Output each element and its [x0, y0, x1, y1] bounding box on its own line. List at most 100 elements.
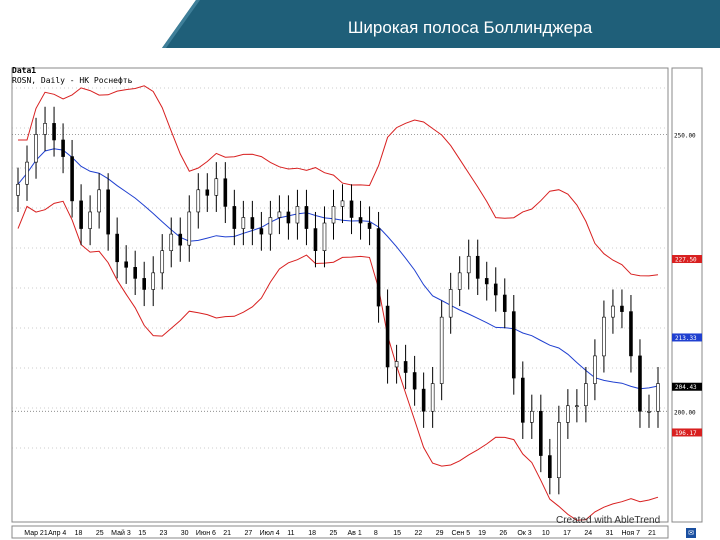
x-tick-label: 11: [287, 530, 294, 537]
price-tag-label: 213.33: [675, 335, 697, 342]
lower-band-line: [17, 200, 659, 521]
candle-body: [97, 189, 101, 213]
middle-band-line: [17, 148, 659, 390]
candle-body: [142, 278, 146, 290]
x-tick-label: 21: [223, 530, 231, 537]
x-tick-label: 18: [75, 530, 83, 537]
candle-body: [629, 311, 633, 357]
candle-body: [268, 217, 273, 235]
candle-body: [43, 123, 47, 135]
x-tick-label: Мар 21: [24, 530, 48, 537]
candle-body: [16, 183, 20, 196]
candle-body: [647, 410, 651, 413]
candle-body: [88, 211, 92, 229]
candle-body: [656, 383, 660, 412]
candle-body: [394, 361, 399, 368]
price-tag: [672, 333, 702, 342]
x-tick-label: 18: [308, 530, 316, 537]
x-tick-label: Сен 5: [451, 530, 470, 537]
candle-body: [340, 200, 345, 207]
candle-body: [304, 206, 309, 229]
candle-body: [611, 305, 615, 318]
candle-body: [79, 200, 83, 229]
price-tag-label: 204.43: [675, 384, 697, 391]
x-tick-label: 21: [648, 530, 656, 537]
x-tick-label: 17: [563, 530, 571, 537]
title-banner: [0, 0, 720, 48]
x-tick-label: 23: [160, 530, 168, 537]
x-tick-label: Апр 4: [48, 530, 66, 537]
candle-body: [520, 377, 525, 423]
candle-body: [178, 233, 183, 246]
x-tick-label: 15: [393, 530, 401, 537]
candle-body: [70, 156, 74, 202]
candle-body: [187, 211, 192, 246]
x-tick-label: 27: [245, 530, 253, 537]
banner-title: Широкая полоса Боллинджера: [347, 18, 593, 37]
candle-body: [61, 139, 65, 157]
candle-body: [349, 200, 354, 218]
candle-body: [232, 206, 237, 229]
x-tick-label: Ок 3: [517, 530, 531, 537]
x-tick-label: 26: [499, 530, 507, 537]
x-tick-label: 25: [329, 530, 337, 537]
candle-body: [557, 422, 561, 479]
x-tick-label: Ав 1: [348, 530, 362, 537]
candle-body: [575, 405, 579, 408]
credit-label: Created with AbleTrend: [556, 515, 661, 526]
x-tick-label: 8: [374, 530, 378, 537]
candle-body: [160, 250, 165, 274]
candle-body: [484, 278, 489, 285]
price-tag-label: 227.50: [675, 257, 697, 264]
x-tick-label: Ноя 7: [621, 530, 640, 537]
candle-body: [322, 222, 327, 252]
candle-body: [539, 410, 543, 456]
candle-body: [331, 206, 336, 224]
candle-body: [421, 388, 426, 412]
candle-body: [385, 305, 390, 368]
price-axis: [671, 67, 703, 523]
symbol-label: ROSN, Daily - НК Роснефть: [12, 76, 133, 85]
candle-body: [313, 228, 318, 252]
candle-body: [277, 211, 282, 218]
candle-body: [530, 410, 534, 423]
price-tag: [672, 428, 702, 437]
x-tick-label: Июн 6: [196, 530, 216, 537]
candle-body: [511, 311, 516, 379]
upper-band-line: [18, 85, 659, 277]
candle-body: [566, 405, 570, 423]
candle-body: [250, 217, 255, 229]
candle-body: [169, 233, 174, 252]
candle-body: [295, 206, 300, 224]
bollinger-chart: 250.00 200.00 227.50 213.33 204.43 196.17 Мар …: [11, 67, 703, 539]
candle-body: [259, 228, 264, 235]
y-tick-label: 250.00: [674, 132, 696, 139]
candle-body: [466, 255, 471, 274]
app-corner-icon[interactable]: ✉: [686, 528, 696, 538]
plot-area: [11, 67, 669, 523]
candle-body: [493, 283, 498, 296]
candle-body: [214, 178, 219, 196]
candle-body: [584, 383, 588, 407]
x-tick-label: Июл 4: [260, 530, 280, 537]
price-tag: [672, 255, 702, 264]
x-tick-label: 19: [478, 530, 486, 537]
panel-label: Data1: [12, 66, 37, 75]
candle-body: [548, 455, 552, 479]
x-tick-label: 24: [584, 530, 592, 537]
candle-body: [223, 178, 228, 207]
x-tick-label: 25: [96, 530, 104, 537]
x-tick-label: 31: [606, 530, 614, 537]
candle-body: [124, 261, 128, 268]
x-tick-label: 22: [414, 530, 422, 537]
candle-body: [412, 372, 417, 390]
candle-body: [205, 189, 210, 196]
x-tick-label: 29: [436, 530, 444, 537]
candle-body: [367, 222, 372, 229]
candle-body: [593, 355, 597, 384]
x-tick-label: Май 3: [111, 529, 131, 537]
x-tick-label: 30: [181, 530, 189, 537]
candle-body: [241, 217, 246, 229]
candle-body: [403, 361, 408, 373]
x-tick-label: 15: [138, 530, 146, 537]
